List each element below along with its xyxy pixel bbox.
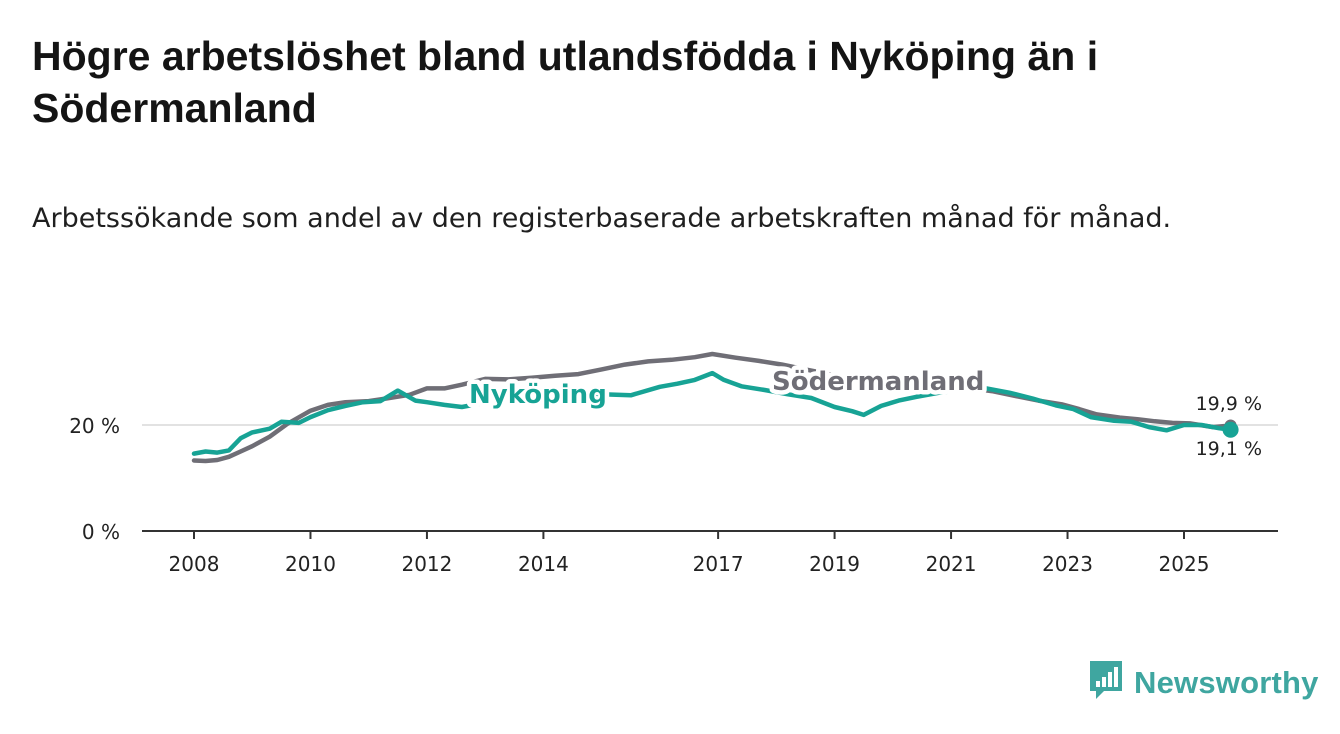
x-tick-label: 2017 bbox=[693, 552, 744, 576]
series-line-nykoping bbox=[191, 370, 1233, 456]
newsworthy-logo-icon bbox=[1088, 659, 1124, 707]
axes: 0 % 20 % 2008 2010 2012 2014 2017 2019 2021 2023 2… bbox=[69, 414, 1278, 576]
series bbox=[191, 351, 1239, 464]
end-point-nykoping bbox=[1222, 421, 1239, 438]
x-tick-label: 2010 bbox=[285, 552, 336, 576]
brand-logo[interactable]: Newsworthy bbox=[1088, 660, 1319, 706]
series-label-sodermanland: Södermanland bbox=[772, 367, 984, 397]
series-label-nykoping: Nyköping bbox=[469, 380, 607, 410]
x-tick-label: 2025 bbox=[1159, 552, 1210, 576]
end-label-sodermanland: 19,9 % bbox=[1196, 393, 1262, 415]
x-tick-label: 2014 bbox=[518, 552, 569, 576]
x-tick-label: 2021 bbox=[926, 552, 977, 576]
x-tick-label: 2008 bbox=[169, 552, 220, 576]
x-tick-label: 2019 bbox=[809, 552, 860, 576]
annotations: 19,9 % 19,1 % Nyköping Södermanland bbox=[465, 363, 1263, 461]
end-label-nykoping: 19,1 % bbox=[1196, 438, 1262, 460]
brand-name: Newsworthy bbox=[1134, 665, 1319, 700]
y-tick-label: 20 % bbox=[69, 414, 120, 438]
chart-title: Högre arbetslöshet bland utlandsfödda i … bbox=[32, 33, 1099, 131]
y-tick-label: 0 % bbox=[82, 520, 120, 544]
x-tick-label: 2012 bbox=[401, 552, 452, 576]
chart-subtitle: Arbetssökande som andel av den registerb… bbox=[32, 203, 1172, 234]
x-tick-label: 2023 bbox=[1042, 552, 1093, 576]
